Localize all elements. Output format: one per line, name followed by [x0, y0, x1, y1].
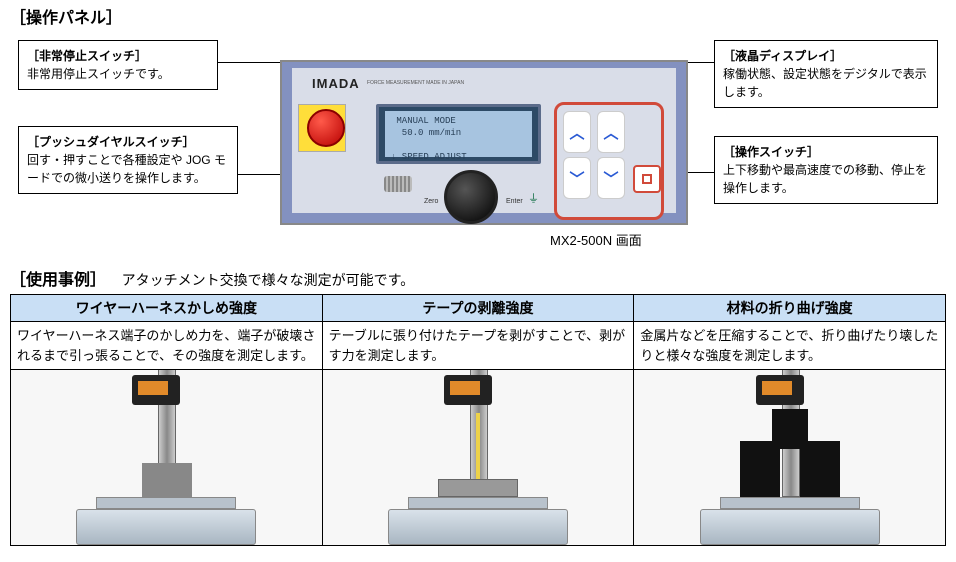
machine-illustration-0	[66, 370, 266, 546]
panel-area: ［非常停止スイッチ］ 非常用停止スイッチです。 ［プッシュダイヤルスイッチ］ 回…	[0, 32, 956, 262]
usage-col1-image	[322, 370, 634, 546]
estop-housing	[298, 104, 346, 152]
usage-col1-header: テープの剥離強度	[322, 295, 634, 322]
callout-dial: ［プッシュダイヤルスイッチ］ 回す・押すことで各種設定や JOG モードでの微小…	[18, 126, 238, 194]
machine-illustration-2	[690, 370, 890, 546]
switch-group: ︿ ︿ ﹀ ﹀ Back	[554, 102, 664, 220]
lcd-frame: MANUAL MODE 50.0 mm/min ↓ SPEED ADJUST	[376, 104, 541, 164]
usage-col2-image	[634, 370, 946, 546]
estop-button[interactable]	[307, 109, 345, 147]
ground-icon: ⏚	[528, 190, 542, 204]
arrow-down-left-button[interactable]: ﹀	[563, 157, 591, 199]
lcd-line1: MANUAL MODE	[391, 116, 456, 126]
brand-logo: IMADA	[312, 76, 360, 91]
stop-icon	[642, 174, 652, 184]
label-zero: Zero	[424, 198, 438, 205]
panel-section-title: ［操作パネル］	[10, 4, 956, 28]
usage-col1-desc: テーブルに張り付けたテープを剥がすことで、剥がす力を測定します。	[322, 322, 634, 370]
callout-lcd-title: ［液晶ディスプレイ］	[723, 47, 929, 65]
arrow-up-left-button[interactable]: ︿	[563, 111, 591, 153]
callout-dial-body: 回す・押すことで各種設定や JOG モードでの微小送りを操作します。	[27, 151, 229, 187]
usage-col2-desc: 金属片などを圧縮することで、折り曲げたり壊したりと様々な強度を測定します。	[634, 322, 946, 370]
callout-estop-body: 非常用停止スイッチです。	[27, 65, 209, 83]
lcd-screen: MANUAL MODE 50.0 mm/min ↓ SPEED ADJUST	[385, 111, 532, 157]
machine-illustration-1	[378, 370, 578, 546]
lcd-line2: 50.0 mm/min	[391, 128, 461, 138]
callout-estop: ［非常停止スイッチ］ 非常用停止スイッチです。	[18, 40, 218, 90]
usage-col0-desc: ワイヤーハーネス端子のかしめ力を、端子が破壊されるまで引っ張ることで、その強度を…	[11, 322, 323, 370]
arrow-down-right-button[interactable]: ﹀	[597, 157, 625, 199]
lcd-line4: ↓ SPEED ADJUST	[391, 152, 467, 162]
callout-lcd: ［液晶ディスプレイ］ 稼働状態、設定状態をデジタルで表示します。	[714, 40, 938, 108]
speaker-grille	[384, 176, 412, 192]
arrow-up-right-button[interactable]: ︿	[597, 111, 625, 153]
brand-logo-sub: FORCE MEASUREMENT MADE IN JAPAN	[367, 80, 464, 86]
callout-lcd-body: 稼働状態、設定状態をデジタルで表示します。	[723, 65, 929, 101]
usage-col2-header: 材料の折り曲げ強度	[634, 295, 946, 322]
device-panel: IMADA FORCE MEASUREMENT MADE IN JAPAN MA…	[280, 60, 688, 225]
usage-col0-image	[11, 370, 323, 546]
usage-col0-header: ワイヤーハーネスかしめ強度	[11, 295, 323, 322]
label-enter: Enter	[506, 198, 523, 205]
usage-section-title: ［使用事例］	[10, 272, 106, 289]
callout-estop-title: ［非常停止スイッチ］	[27, 47, 209, 65]
usage-table: ワイヤーハーネスかしめ強度 テープの剥離強度 材料の折り曲げ強度 ワイヤーハーネ…	[10, 294, 946, 546]
callout-dial-title: ［プッシュダイヤルスイッチ］	[27, 133, 229, 151]
panel-caption: MX2-500N 画面	[550, 230, 642, 249]
callout-sw: ［操作スイッチ］ 上下移動や最高速度での移動、停止を操作します。	[714, 136, 938, 204]
usage-subtitle: アタッチメント交換で様々な測定が可能です。	[122, 272, 415, 288]
stop-button[interactable]	[633, 165, 661, 193]
callout-sw-title: ［操作スイッチ］	[723, 143, 929, 161]
device-inner: IMADA FORCE MEASUREMENT MADE IN JAPAN MA…	[292, 68, 676, 213]
push-dial[interactable]	[444, 170, 498, 224]
callout-sw-body: 上下移動や最高速度での移動、停止を操作します。	[723, 161, 929, 197]
